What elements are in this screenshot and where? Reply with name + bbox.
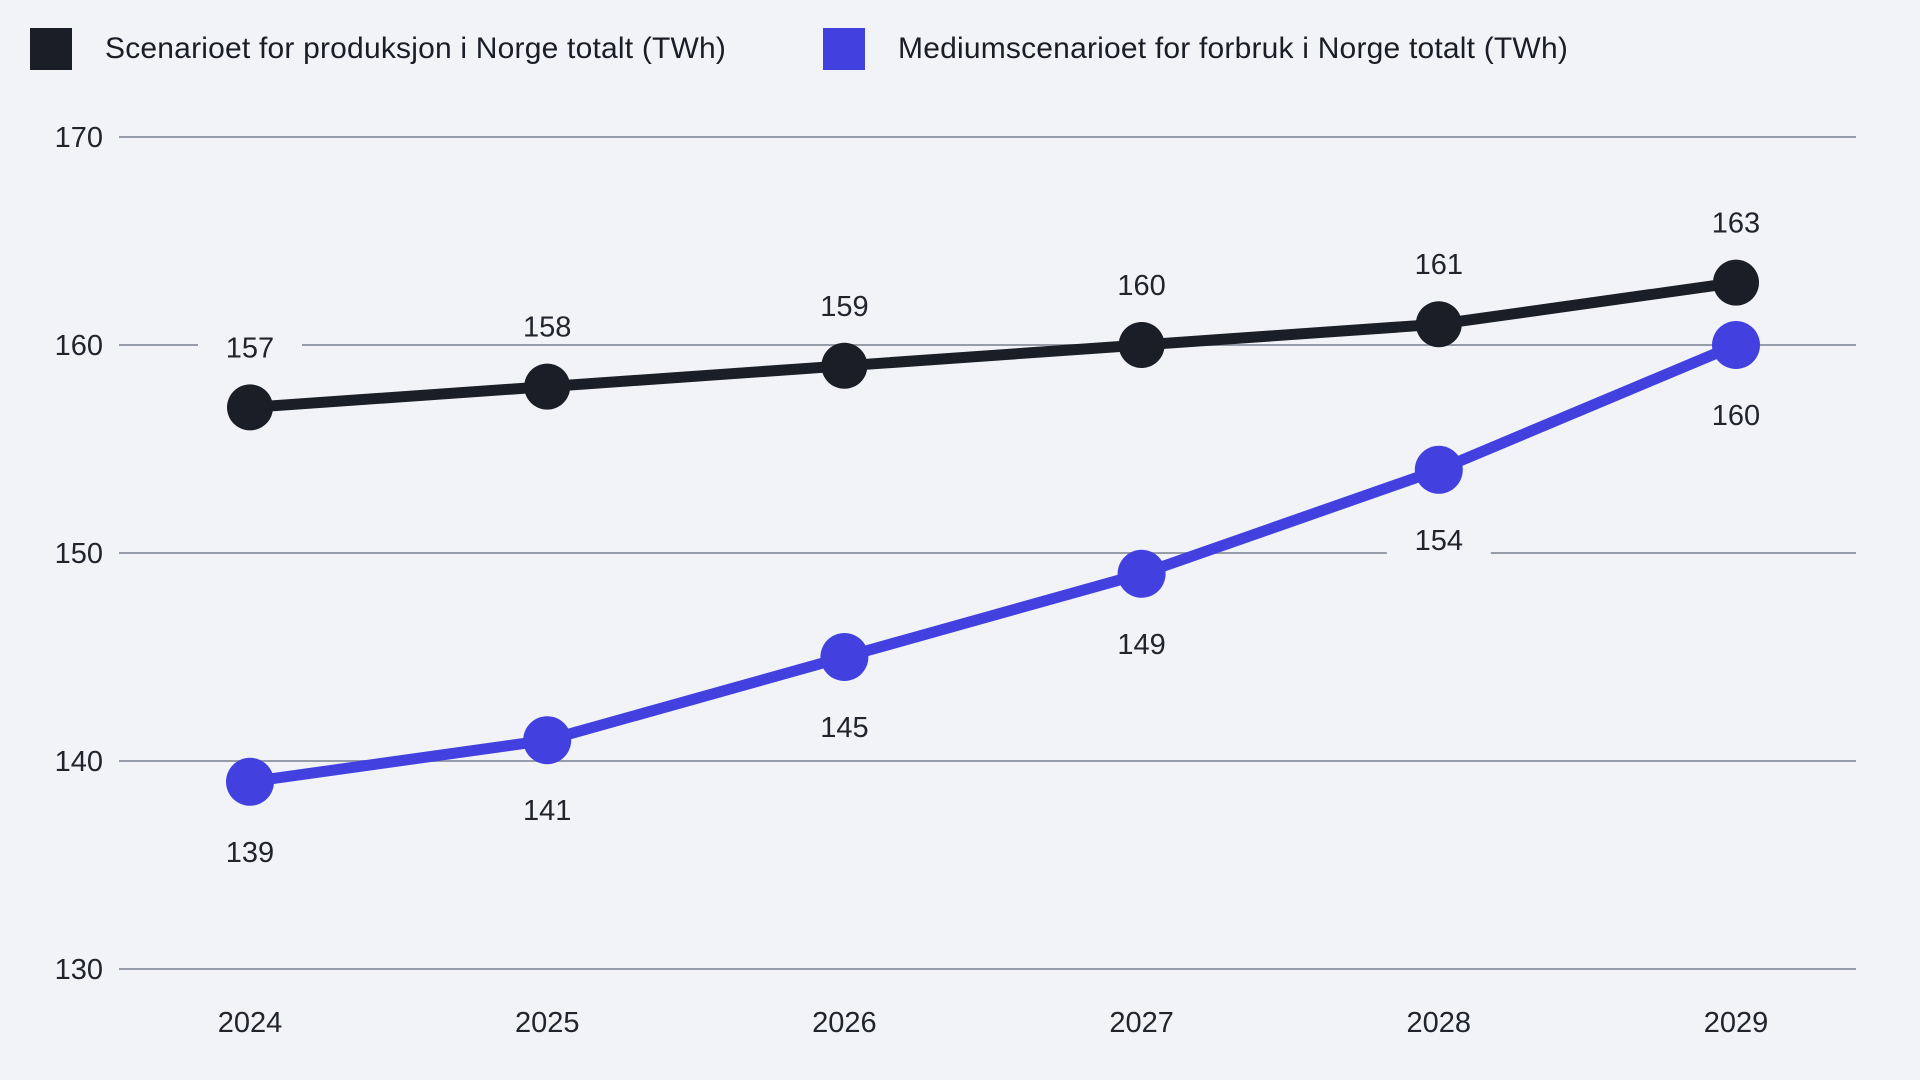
data-label-series0-2024: 157 xyxy=(226,332,274,364)
data-point-series0-2024[interactable] xyxy=(227,384,273,431)
data-point-series0-2029[interactable] xyxy=(1713,259,1759,306)
y-axis-tick-140: 140 xyxy=(55,746,103,778)
data-label-bg-1-2026 xyxy=(792,710,897,744)
data-label-series1-2027: 149 xyxy=(1117,629,1165,661)
data-label-bg-1-2029 xyxy=(1684,398,1788,432)
x-axis-tick-2028: 2028 xyxy=(1407,1007,1472,1039)
x-axis-tick-2025: 2025 xyxy=(515,1007,580,1039)
data-label-bg-1-2028 xyxy=(1386,522,1491,557)
data-point-series0-2025[interactable] xyxy=(524,363,571,410)
data-label-series1-2024: 139 xyxy=(226,837,274,869)
y-axis-tick-160: 160 xyxy=(55,330,103,362)
data-point-series1-2025[interactable] xyxy=(523,716,572,765)
x-axis-tick-2027: 2027 xyxy=(1109,1007,1174,1039)
legend-label-produksjon: Scenarioet for produksjon i Norge totalt… xyxy=(105,32,727,65)
series-line-1 xyxy=(244,339,1742,788)
data-label-series0-2028: 161 xyxy=(1415,249,1463,281)
x-axis-tick-2026: 2026 xyxy=(812,1007,877,1039)
data-label-bg-0-2024 xyxy=(198,330,302,365)
data-label-bg-1-2024 xyxy=(198,834,302,869)
data-label-series0-2029: 163 xyxy=(1712,208,1760,240)
y-axis-tick-170: 170 xyxy=(55,122,103,154)
x-axis-tick-2024: 2024 xyxy=(218,1007,283,1039)
data-label-series0-2027: 160 xyxy=(1117,270,1165,302)
data-label-series1-2025: 141 xyxy=(523,795,571,827)
data-label-bg-0-2027 xyxy=(1089,268,1194,302)
chart-legend: Scenarioet for produksjon i Norge totalt… xyxy=(0,0,1920,90)
legend-item-forbruk[interactable]: Mediumscenarioet for forbruk i Norge tot… xyxy=(823,28,1568,70)
data-point-series1-2029[interactable] xyxy=(1712,321,1760,369)
data-label-bg-1-2025 xyxy=(495,793,600,828)
legend-item-produksjon[interactable]: Scenarioet for produksjon i Norge totalt… xyxy=(30,28,726,70)
data-label-bg-0-2028 xyxy=(1386,247,1491,282)
data-label-bg-0-2025 xyxy=(495,309,600,344)
data-point-series0-2027[interactable] xyxy=(1118,322,1165,368)
data-point-series0-2028[interactable] xyxy=(1415,301,1462,348)
data-label-bg-1-2027 xyxy=(1089,626,1194,661)
legend-label-forbruk: Mediumscenarioet for forbruk i Norge tot… xyxy=(898,32,1569,65)
y-axis-tick-130: 130 xyxy=(55,954,103,986)
data-point-series1-2027[interactable] xyxy=(1117,549,1166,598)
data-point-series0-2026[interactable] xyxy=(821,342,868,389)
data-label-bg-0-2029 xyxy=(1684,205,1788,240)
data-label-series1-2026: 145 xyxy=(820,712,868,744)
data-label-series1-2028: 154 xyxy=(1415,525,1463,557)
data-label-bg-0-2026 xyxy=(792,288,897,323)
data-label-series0-2025: 158 xyxy=(523,312,571,344)
data-label-series1-2029: 160 xyxy=(1712,400,1760,432)
data-point-series1-2026[interactable] xyxy=(820,633,869,681)
series-line-0 xyxy=(244,277,1742,413)
y-axis-tick-150: 150 xyxy=(55,538,103,570)
data-label-series0-2026: 159 xyxy=(820,291,868,323)
x-axis-tick-2029: 2029 xyxy=(1704,1007,1769,1039)
legend-swatch-produksjon-icon xyxy=(30,28,72,70)
data-point-series1-2028[interactable] xyxy=(1414,445,1463,494)
legend-swatch-forbruk-icon xyxy=(823,28,865,70)
data-point-series1-2024[interactable] xyxy=(226,757,274,806)
